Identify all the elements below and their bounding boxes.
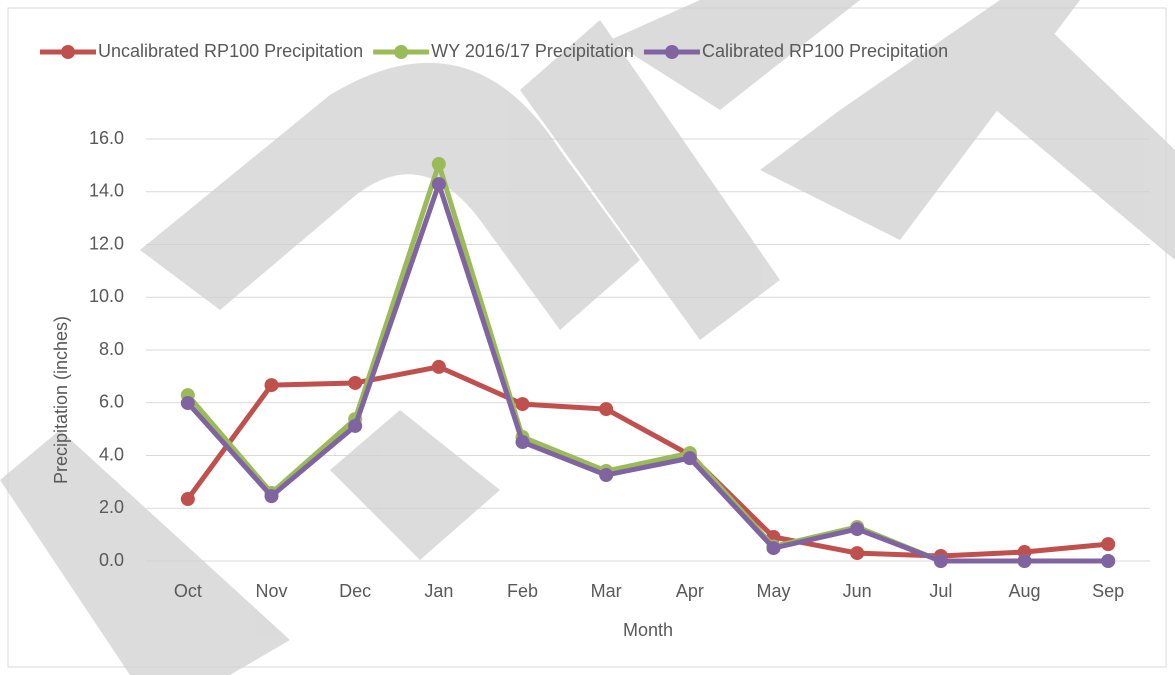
data-point (264, 489, 279, 504)
series-line (185, 364, 1109, 559)
data-point (766, 541, 781, 556)
data-point (599, 402, 614, 417)
data-point (515, 435, 530, 450)
legend-marker (664, 45, 679, 59)
data-point (431, 157, 446, 172)
x-tick-label: Dec (339, 581, 371, 601)
x-tick-label: Sep (1092, 581, 1124, 601)
x-tick-label: Jun (843, 581, 872, 601)
y-tick-label: 4.0 (99, 444, 124, 464)
x-tick-label: Jan (424, 581, 453, 601)
x-axis-title: Month (623, 620, 673, 640)
y-axis-title: Precipitation (inches) (51, 316, 71, 484)
data-point (515, 397, 530, 412)
data-point (599, 468, 614, 483)
data-point (180, 492, 195, 507)
y-tick-label: 16.0 (89, 128, 124, 148)
x-tick-label: May (756, 581, 790, 601)
data-point (850, 546, 865, 561)
series-line (185, 181, 1109, 564)
data-point (1017, 554, 1032, 568)
data-point (264, 378, 279, 393)
data-point (348, 418, 363, 433)
y-tick-label: 14.0 (89, 181, 124, 201)
data-point (1101, 537, 1116, 552)
y-tick-label: 8.0 (99, 339, 124, 359)
legend-label: Uncalibrated RP100 Precipitation (98, 41, 363, 61)
data-point (180, 396, 195, 411)
y-tick-label: 6.0 (99, 392, 124, 412)
data-point (682, 451, 697, 466)
y-tick-label: 10.0 (89, 286, 124, 306)
x-tick-label: Jul (929, 581, 952, 601)
data-point (348, 375, 363, 390)
data-point (431, 359, 446, 374)
x-tick-label: Oct (174, 581, 202, 601)
x-tick-label: Nov (255, 581, 287, 601)
data-point (1101, 554, 1116, 568)
data-point (933, 554, 948, 568)
legend-label: WY 2016/17 Precipitation (431, 41, 634, 61)
data-point (850, 522, 865, 537)
y-tick-label: 0.0 (99, 550, 124, 570)
legend-marker (61, 45, 75, 59)
data-point (431, 177, 446, 192)
y-tick-label: 12.0 (89, 233, 124, 253)
legend-marker (394, 45, 409, 59)
x-tick-label: Aug (1008, 581, 1040, 601)
x-tick-label: Mar (591, 581, 622, 601)
x-tick-label: Apr (676, 581, 704, 601)
y-tick-label: 2.0 (99, 497, 124, 517)
x-tick-label: Feb (507, 581, 538, 601)
legend-label: Calibrated RP100 Precipitation (702, 41, 948, 61)
